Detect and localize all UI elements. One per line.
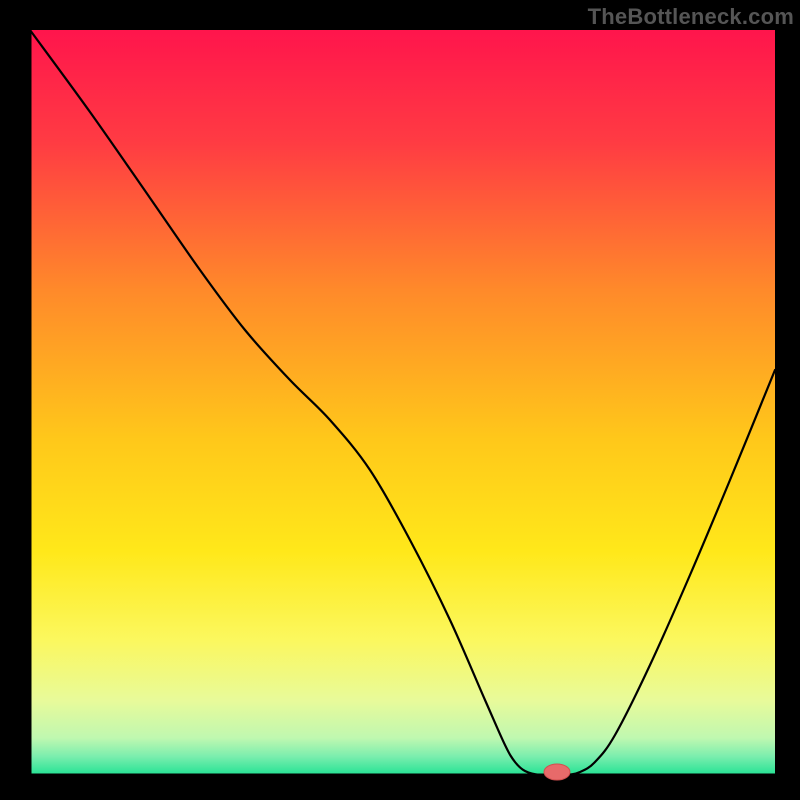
plot-gradient (30, 30, 775, 775)
chart-container: TheBottleneck.com (0, 0, 800, 800)
bottleneck-chart (0, 0, 800, 800)
watermark-text: TheBottleneck.com (588, 4, 794, 30)
optimal-marker (544, 764, 570, 780)
